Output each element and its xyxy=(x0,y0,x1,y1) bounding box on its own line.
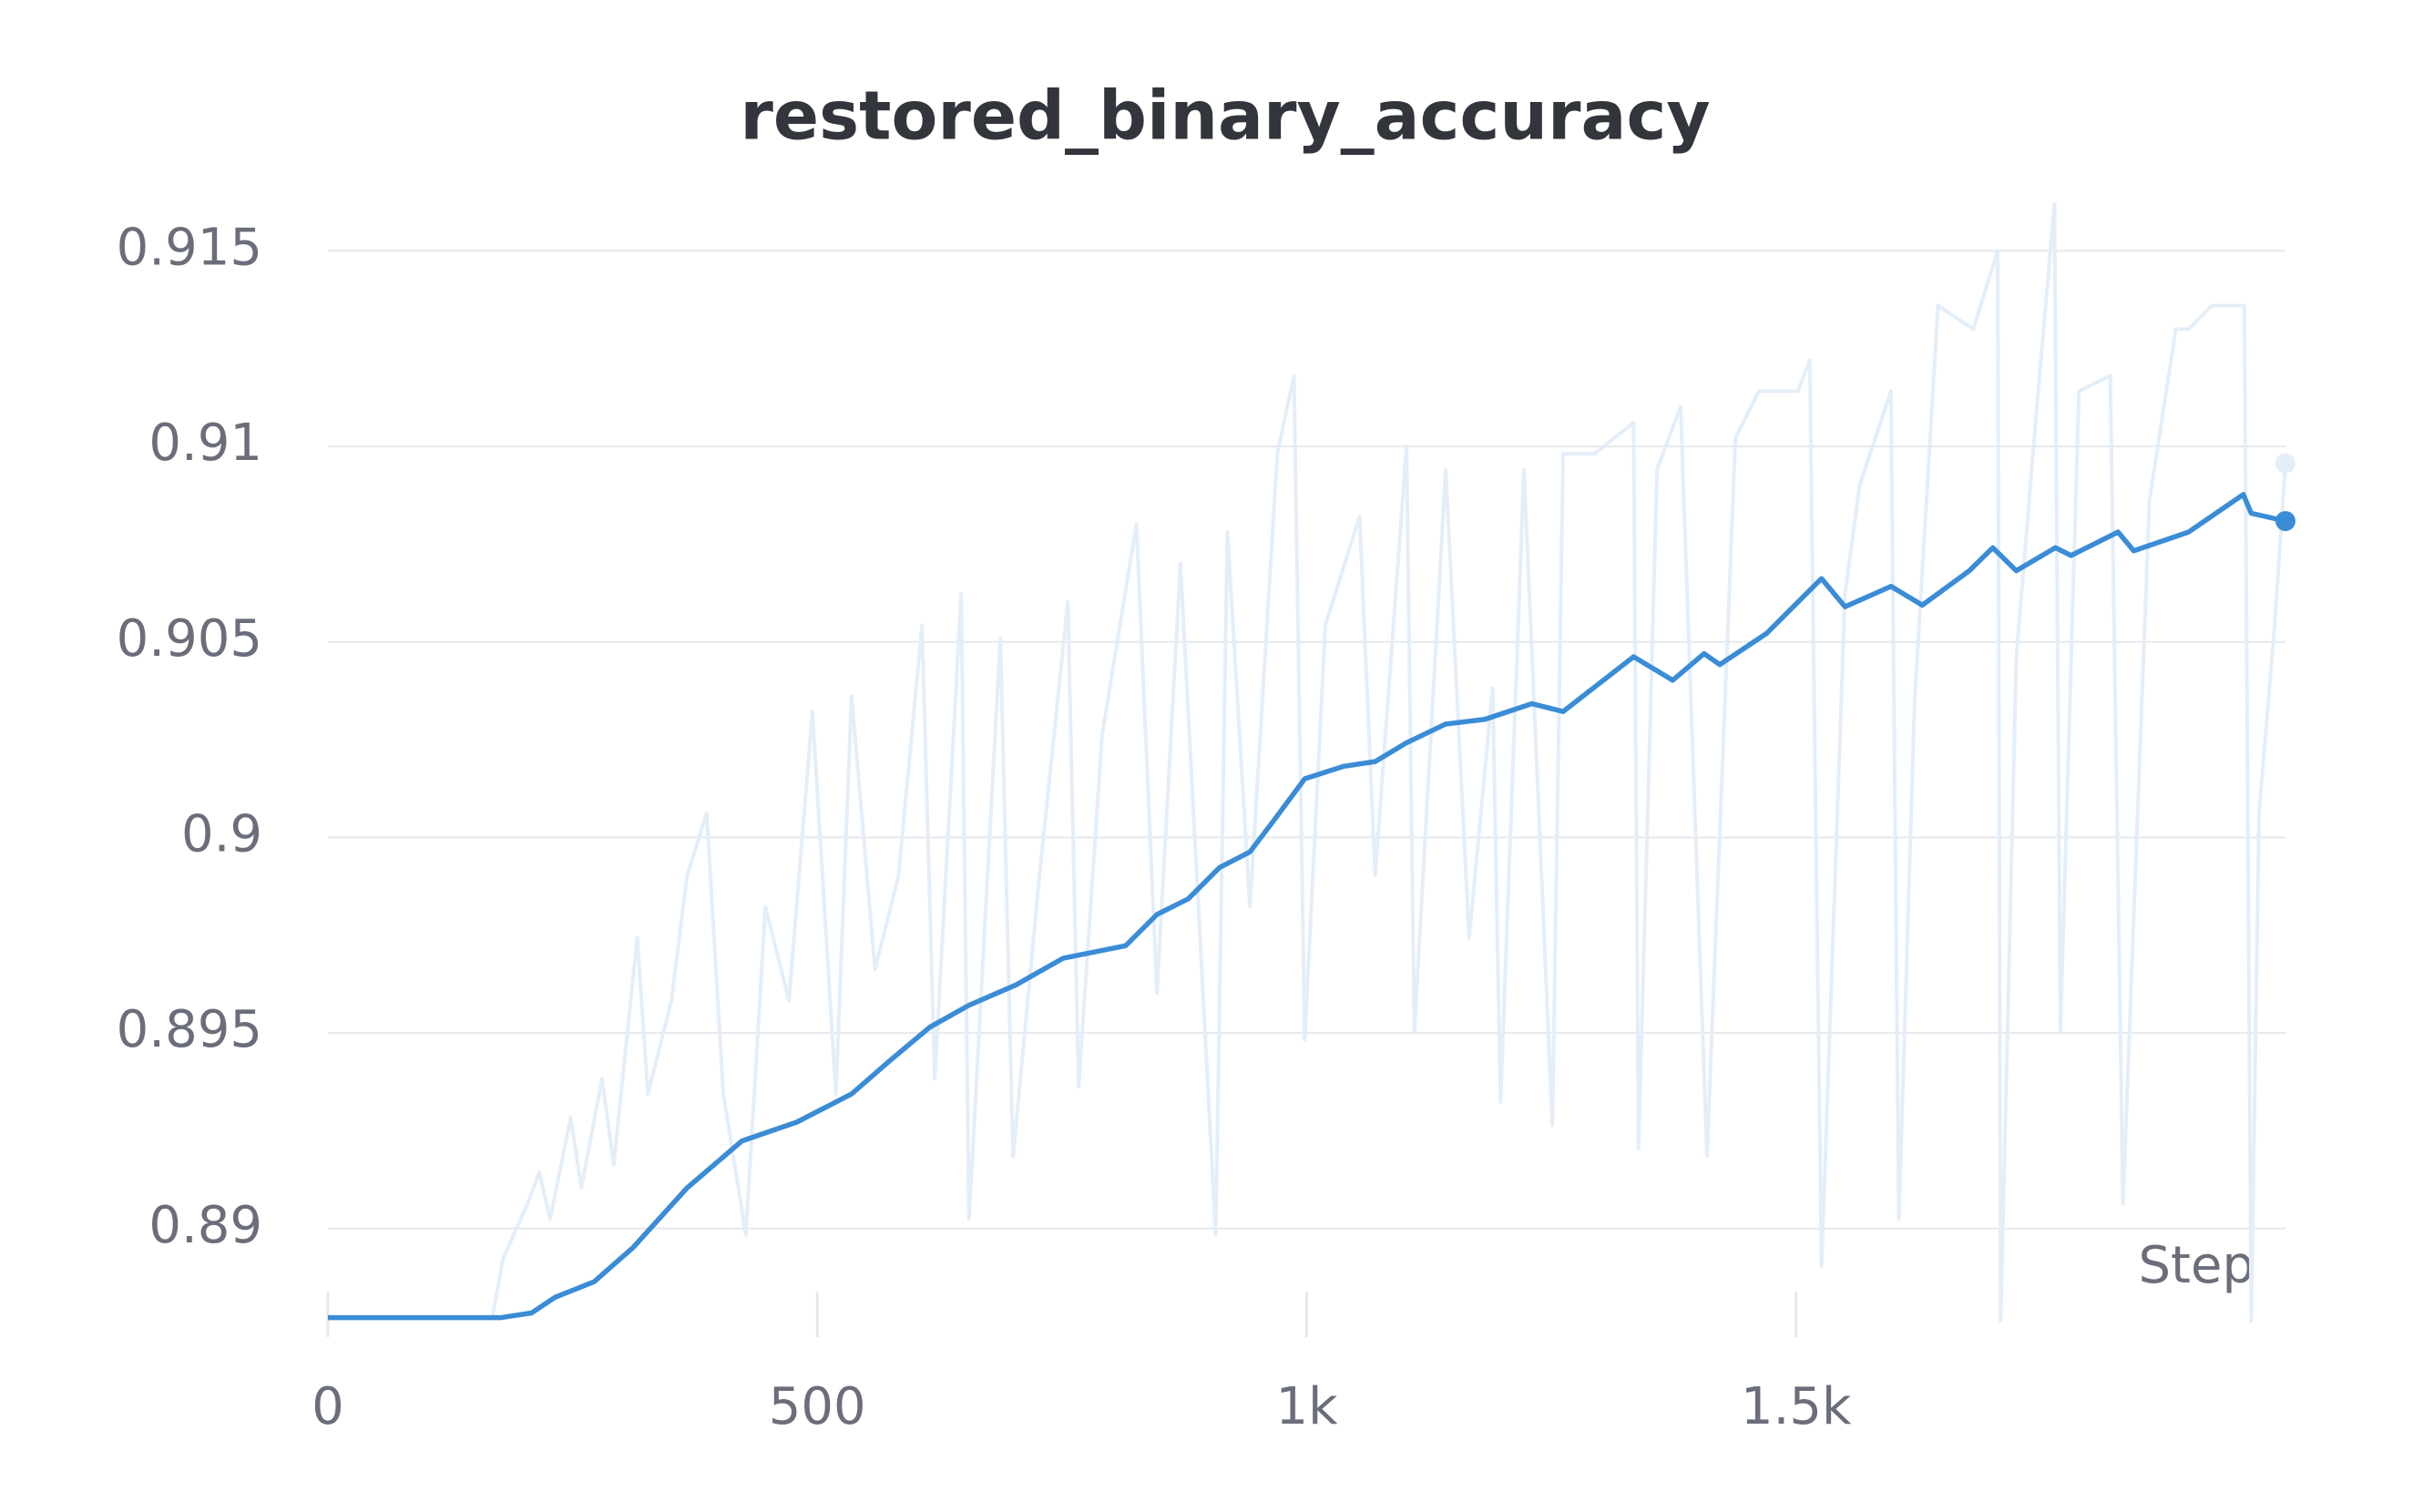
y-tick-label: 0.895 xyxy=(117,1000,262,1059)
y-tick-label: 0.905 xyxy=(117,609,262,669)
chart-title: restored_binary_accuracy xyxy=(740,77,1710,156)
y-tick-label: 0.89 xyxy=(148,1196,262,1255)
x-axis-label: Step xyxy=(2138,1236,2254,1295)
end-dot xyxy=(2275,511,2295,532)
y-tick-label: 0.915 xyxy=(117,219,262,278)
smoothed-line xyxy=(328,492,2286,1321)
x-tick-label: 500 xyxy=(769,1377,866,1436)
y-tick-label: 0.91 xyxy=(148,414,262,473)
x-tick-label: 1.5k xyxy=(1741,1377,1852,1436)
x-tick-label: 1k xyxy=(1275,1377,1338,1436)
end-dot xyxy=(2275,453,2295,474)
y-tick-label: 0.9 xyxy=(181,805,262,864)
raw-line xyxy=(328,201,2287,1323)
x-tick-label: 0 xyxy=(312,1377,344,1436)
